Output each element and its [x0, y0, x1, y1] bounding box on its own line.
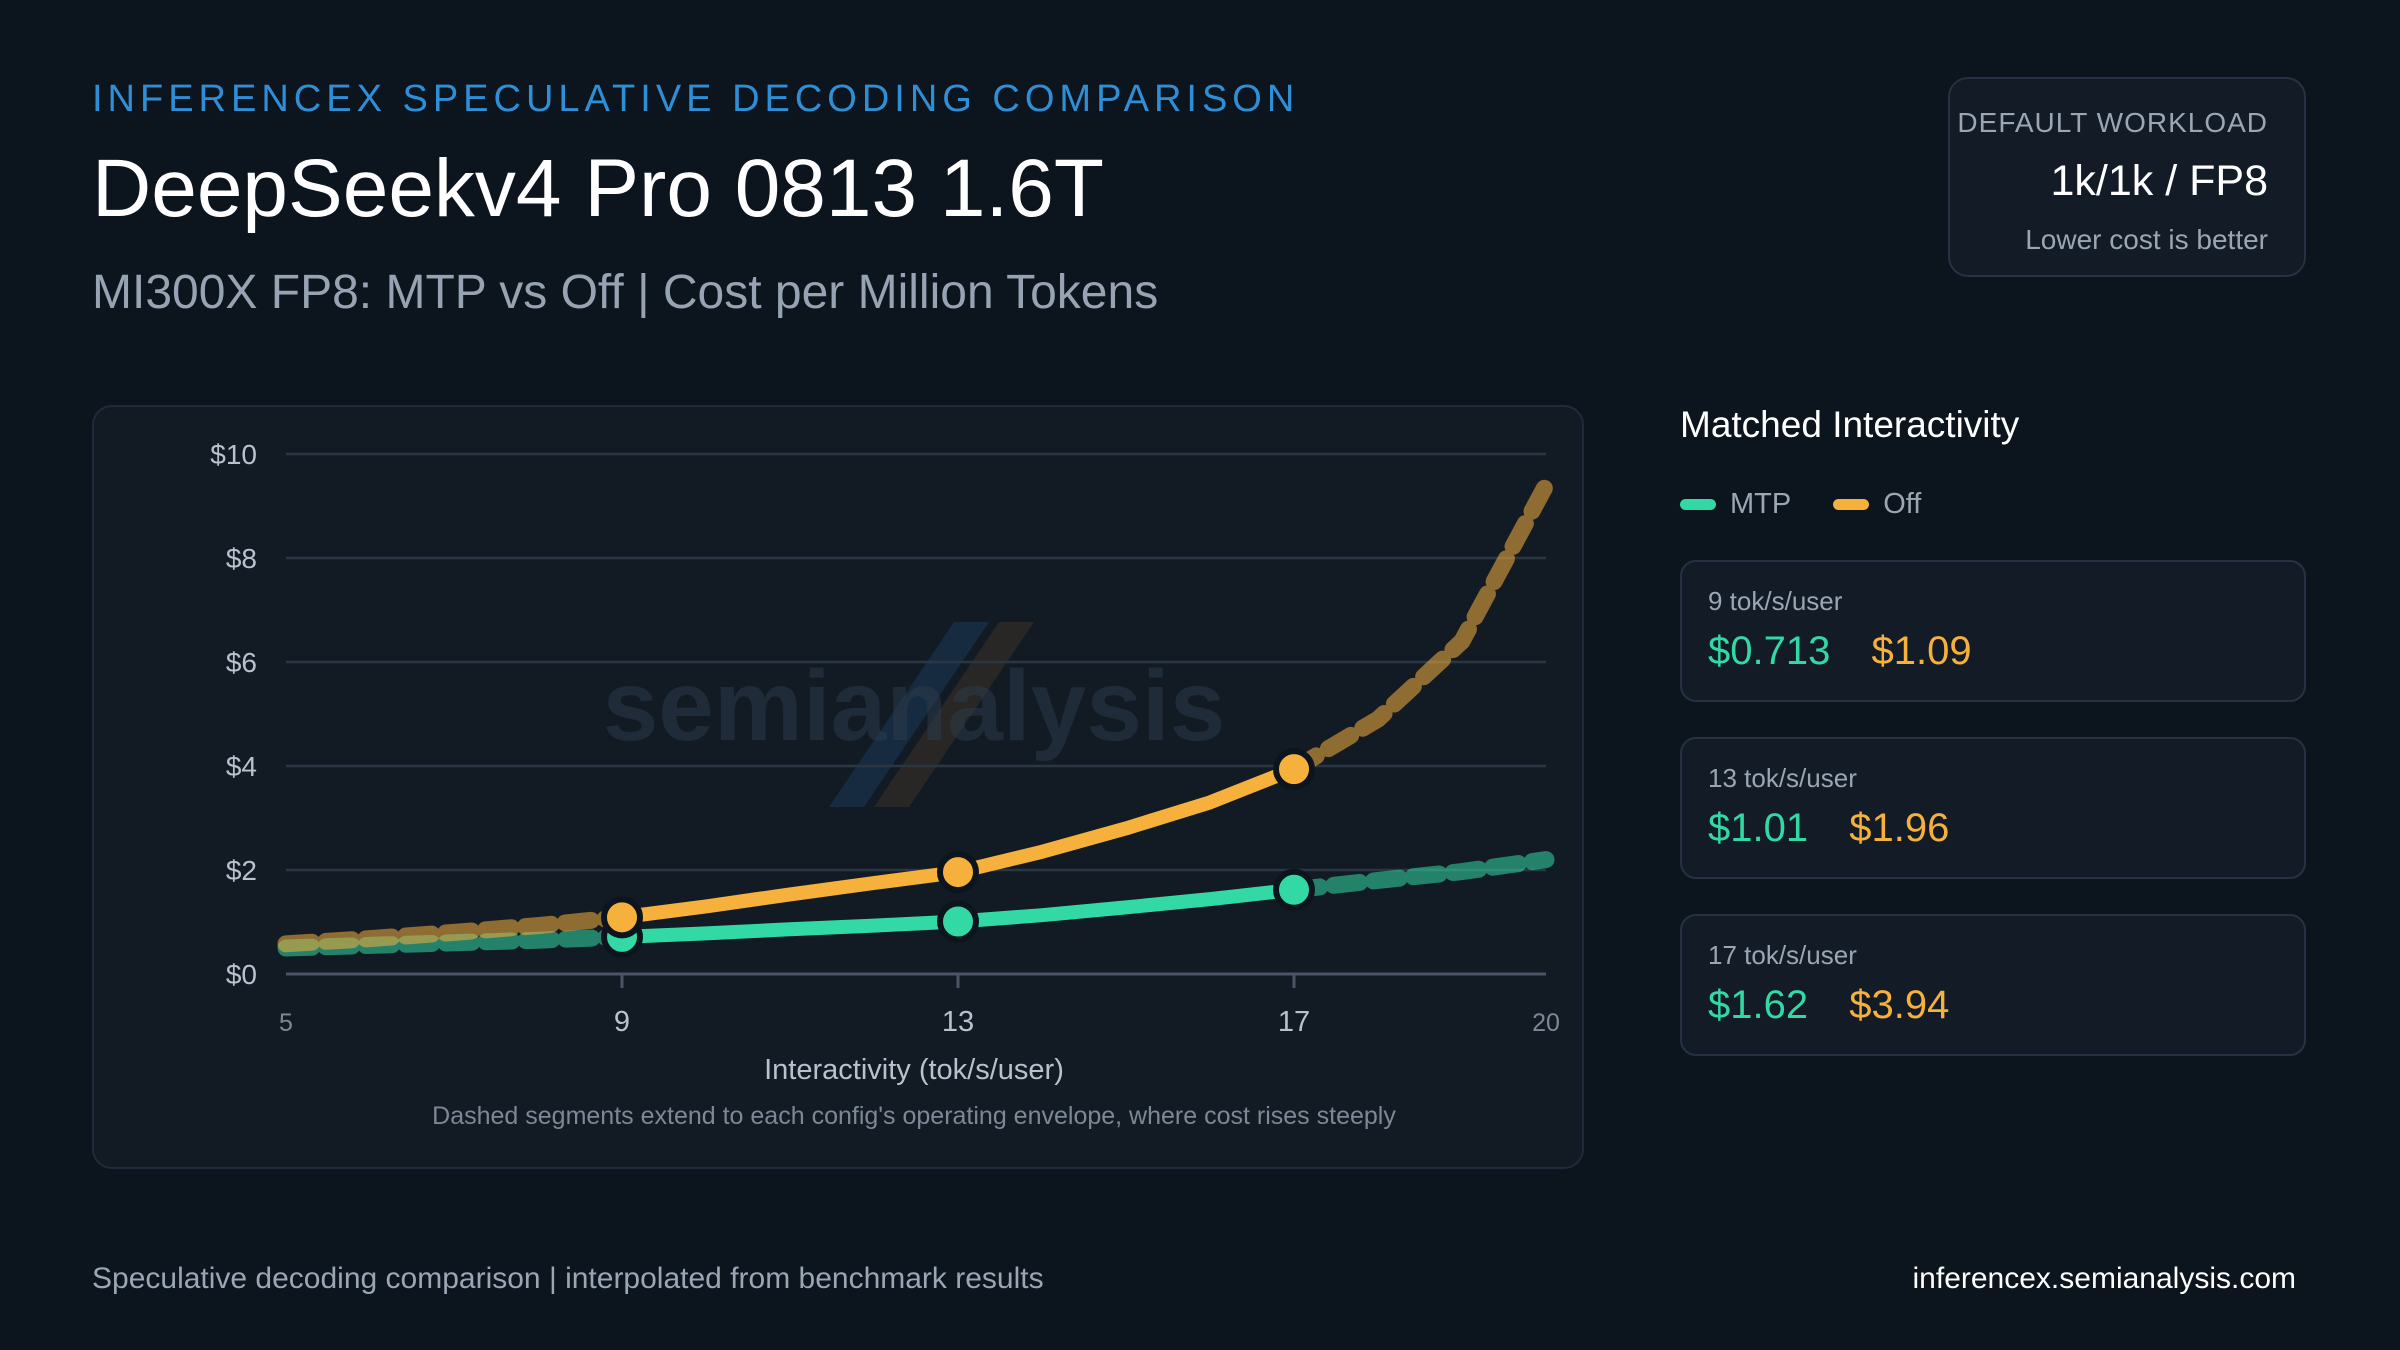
- legend-label-off: Off: [1883, 488, 1922, 520]
- page-subtitle: MI300X FP8: MTP vs Off | Cost per Millio…: [92, 266, 1159, 319]
- x-axis-label: Interactivity (tok/s/user): [764, 1054, 1064, 1086]
- y-tick-label: $8: [226, 543, 257, 574]
- series-off-marker: [601, 896, 643, 939]
- chart-panel: semianalysis $0 $2 $4 $6 $8 $10 5 9 13 17 20 Inter…: [92, 405, 1584, 1169]
- card-values: $0.713 $1.09: [1708, 629, 2304, 674]
- legend-item-mtp: MTP: [1680, 488, 1791, 521]
- watermark-logo: semianalysis: [603, 650, 1226, 762]
- page-title: DeepSeekv4 Pro 0813 1.6T: [92, 143, 1104, 234]
- y-tick-label: $2: [226, 855, 257, 886]
- side-title: Matched Interactivity: [1680, 404, 2020, 445]
- legend: MTP Off: [1680, 488, 1921, 521]
- x-tick-label: 17: [1278, 1006, 1310, 1038]
- legend-label-mtp: MTP: [1730, 488, 1792, 520]
- card-value-off: $3.94: [1849, 983, 1950, 1027]
- cost-chart: semianalysis $0 $2 $4 $6 $8 $10 5 9 13 17 20 Inter…: [210, 439, 1560, 1130]
- matched-card-13: 13 tok/s/user $1.01 $1.96: [1680, 737, 2306, 879]
- legend-item-off: Off: [1833, 488, 1921, 521]
- series-off-marker: [1273, 748, 1315, 791]
- footer-url[interactable]: inferencex.semianalysis.com: [1912, 1262, 2296, 1295]
- x-tick-label: 5: [279, 1009, 293, 1037]
- series-off-extension-low: [277, 908, 631, 953]
- watermark-stripe: [874, 622, 1034, 807]
- workload-badge: DEFAULT WORKLOAD 1k/1k / FP8 Lower cost …: [1948, 77, 2306, 277]
- series-mtp-marker: [1273, 868, 1315, 911]
- series-off-extension-high: [1285, 476, 1555, 778]
- series-mtp-marker: [937, 900, 979, 943]
- x-tick-label: 13: [942, 1006, 974, 1038]
- legend-swatch-mtp: [1680, 499, 1716, 510]
- card-value-mtp: $1.62: [1708, 983, 1809, 1027]
- card-values: $1.01 $1.96: [1708, 806, 2304, 851]
- card-values: $1.62 $3.94: [1708, 983, 2304, 1028]
- footer-note: Speculative decoding comparison | interp…: [92, 1262, 1044, 1295]
- matched-card-9: 9 tok/s/user $0.713 $1.09: [1680, 560, 2306, 702]
- card-label: 9 tok/s/user: [1708, 586, 1843, 616]
- card-label: 17 tok/s/user: [1708, 940, 1857, 970]
- x-tick-label: 20: [1532, 1009, 1560, 1037]
- workload-value: 1k/1k / FP8: [2050, 157, 2268, 205]
- card-value-mtp: $1.01: [1708, 806, 1809, 850]
- legend-swatch-off: [1833, 499, 1870, 510]
- y-tick-label: $6: [226, 647, 257, 678]
- series-off-marker: [937, 851, 979, 894]
- x-tick-label: 9: [614, 1006, 630, 1038]
- y-tick-label: $4: [226, 751, 257, 782]
- card-label: 13 tok/s/user: [1708, 763, 1857, 793]
- matched-card-17: 17 tok/s/user $1.62 $3.94: [1680, 914, 2306, 1056]
- card-value-mtp: $0.713: [1708, 629, 1831, 673]
- card-value-off: $1.09: [1871, 629, 1972, 673]
- watermark-stripe: [829, 622, 989, 807]
- card-value-off: $1.96: [1849, 806, 1950, 850]
- series-mtp-extension-high: [1285, 851, 1555, 899]
- report-kicker: INFERENCEX SPECULATIVE DECODING COMPARIS…: [92, 78, 1300, 120]
- chart-note: Dashed segments extend to each config's …: [432, 1102, 1396, 1130]
- y-tick-label: $0: [226, 959, 257, 990]
- workload-label: DEFAULT WORKLOAD: [1957, 107, 2268, 138]
- y-tick-label: $10: [210, 439, 257, 470]
- workload-note: Lower cost is better: [2025, 224, 2268, 255]
